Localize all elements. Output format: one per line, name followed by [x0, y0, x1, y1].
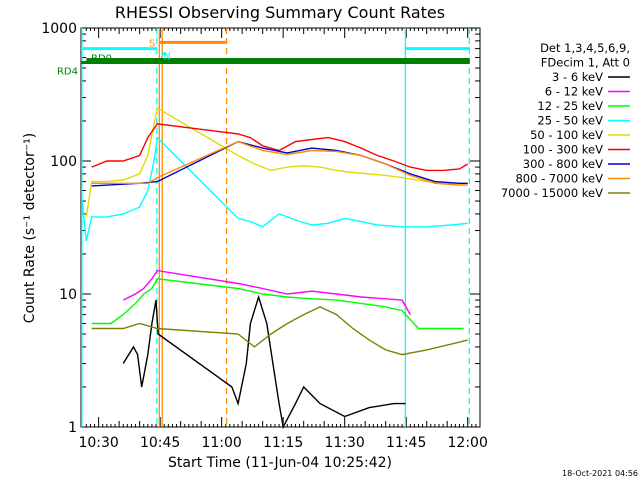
x-tick-label: 11:15	[263, 435, 303, 451]
attenuator-bar-label: RD0	[91, 53, 112, 64]
x-tick-label: 12:00	[448, 435, 488, 451]
legend-entry-label: 3 - 6 keV	[552, 70, 603, 84]
series-line	[91, 306, 468, 356]
series-line	[122, 269, 411, 315]
legend-entry-label: 6 - 12 keV	[545, 85, 603, 99]
y-tick-label: 100	[50, 154, 77, 170]
chart-title: RHESSI Observing Summary Count Rates	[115, 3, 445, 22]
legend-entry-label: 25 - 50 keV	[537, 114, 603, 128]
legend-entry-label: 50 - 100 keV	[530, 128, 603, 142]
x-tick-label: 11:45	[386, 435, 426, 451]
state-bars: RD4 RD0 SN	[57, 38, 470, 78]
legend-entry-label: 800 - 7000 keV	[515, 172, 603, 186]
series-line	[81, 136, 468, 242]
x-axis: 10:30 10:45 11:00 11:15 11:30 11:45 12:00	[78, 28, 488, 451]
series-line	[85, 106, 468, 218]
x-tick-label: 11:30	[324, 435, 364, 451]
series-line	[91, 278, 464, 330]
x-axis-label: Start Time (11-Jun-04 10:25:42)	[168, 455, 392, 471]
y-axis-label: Count Rate (s⁻¹ detector⁻¹)	[22, 133, 38, 323]
legend-entry-label: 300 - 800 keV	[523, 157, 603, 171]
legend-entry-label: 12 - 25 keV	[537, 99, 603, 113]
legend: Det 1,3,4,5,6,9,FDecim 1, Att 03 - 6 keV…	[501, 41, 630, 200]
legend-header: Det 1,3,4,5,6,9,	[540, 41, 630, 55]
x-tick-label: 10:30	[78, 435, 118, 451]
flag-bar-label: N	[163, 51, 170, 62]
series-line	[91, 140, 468, 187]
series-line	[91, 140, 468, 186]
x-tick-label: 10:45	[140, 435, 180, 451]
series-group	[81, 106, 469, 430]
plot-area	[80, 27, 481, 428]
legend-header: FDecim 1, Att 0	[541, 56, 630, 70]
y-tick-label: 1	[68, 420, 77, 436]
x-tick-label: 11:00	[201, 435, 241, 451]
flag-bar-label: S	[149, 38, 155, 49]
legend-entry-label: 100 - 300 keV	[523, 143, 603, 157]
y-axis: 1 10 100 1000	[41, 21, 480, 436]
plot-frame	[80, 27, 481, 428]
legend-entry-label: 7000 - 15000 keV	[501, 186, 603, 200]
generated-timestamp: 18-Oct-2021 04:56	[562, 469, 638, 478]
y-tick-label: 10	[59, 287, 77, 303]
attenuator-bar-label: RD4	[57, 67, 78, 78]
series-line	[122, 294, 406, 430]
y-tick-label: 1000	[41, 21, 77, 37]
series-line	[91, 123, 469, 172]
